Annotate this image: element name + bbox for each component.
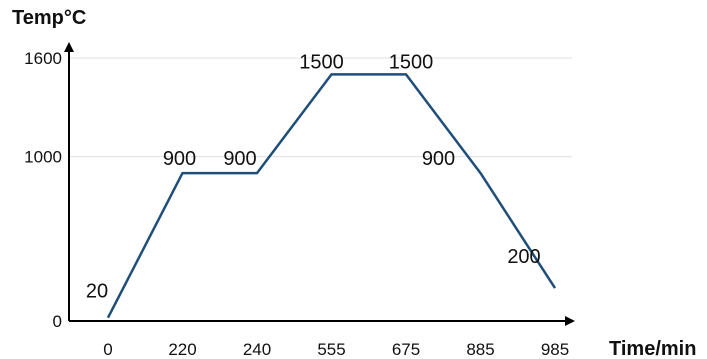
data-label: 900 — [163, 148, 196, 170]
y-tick-label: 0 — [53, 312, 62, 331]
data-label: 20 — [86, 281, 108, 303]
x-tick-label: 220 — [168, 340, 196, 359]
x-tick-label: 985 — [541, 340, 569, 359]
y-axis-title: Temp°C — [12, 7, 86, 29]
tick-label-layer: 0 1000 1600 0 220 240 555 675 885 985 — [24, 49, 569, 359]
data-label: 1500 — [299, 51, 344, 73]
y-tick-label: 1000 — [24, 148, 62, 167]
data-label: 200 — [507, 246, 540, 268]
x-axis-arrowhead — [565, 316, 575, 326]
data-label: 900 — [223, 148, 256, 170]
x-tick-label: 240 — [243, 340, 271, 359]
y-tick-label: 1600 — [24, 49, 62, 68]
x-tick-label: 0 — [103, 340, 112, 359]
axis-layer — [64, 42, 575, 326]
x-tick-label: 555 — [317, 340, 345, 359]
x-tick-label: 675 — [392, 340, 420, 359]
data-label-layer: 20 900 900 1500 1500 900 200 — [86, 51, 541, 302]
grid-layer — [69, 57, 572, 158]
x-axis-title: Time/min — [609, 338, 696, 359]
y-axis-arrowhead — [64, 42, 74, 52]
series-line-temperature — [106, 73, 557, 319]
x-tick-label: 885 — [466, 340, 494, 359]
data-label: 1500 — [389, 51, 434, 73]
data-label: 900 — [422, 148, 455, 170]
